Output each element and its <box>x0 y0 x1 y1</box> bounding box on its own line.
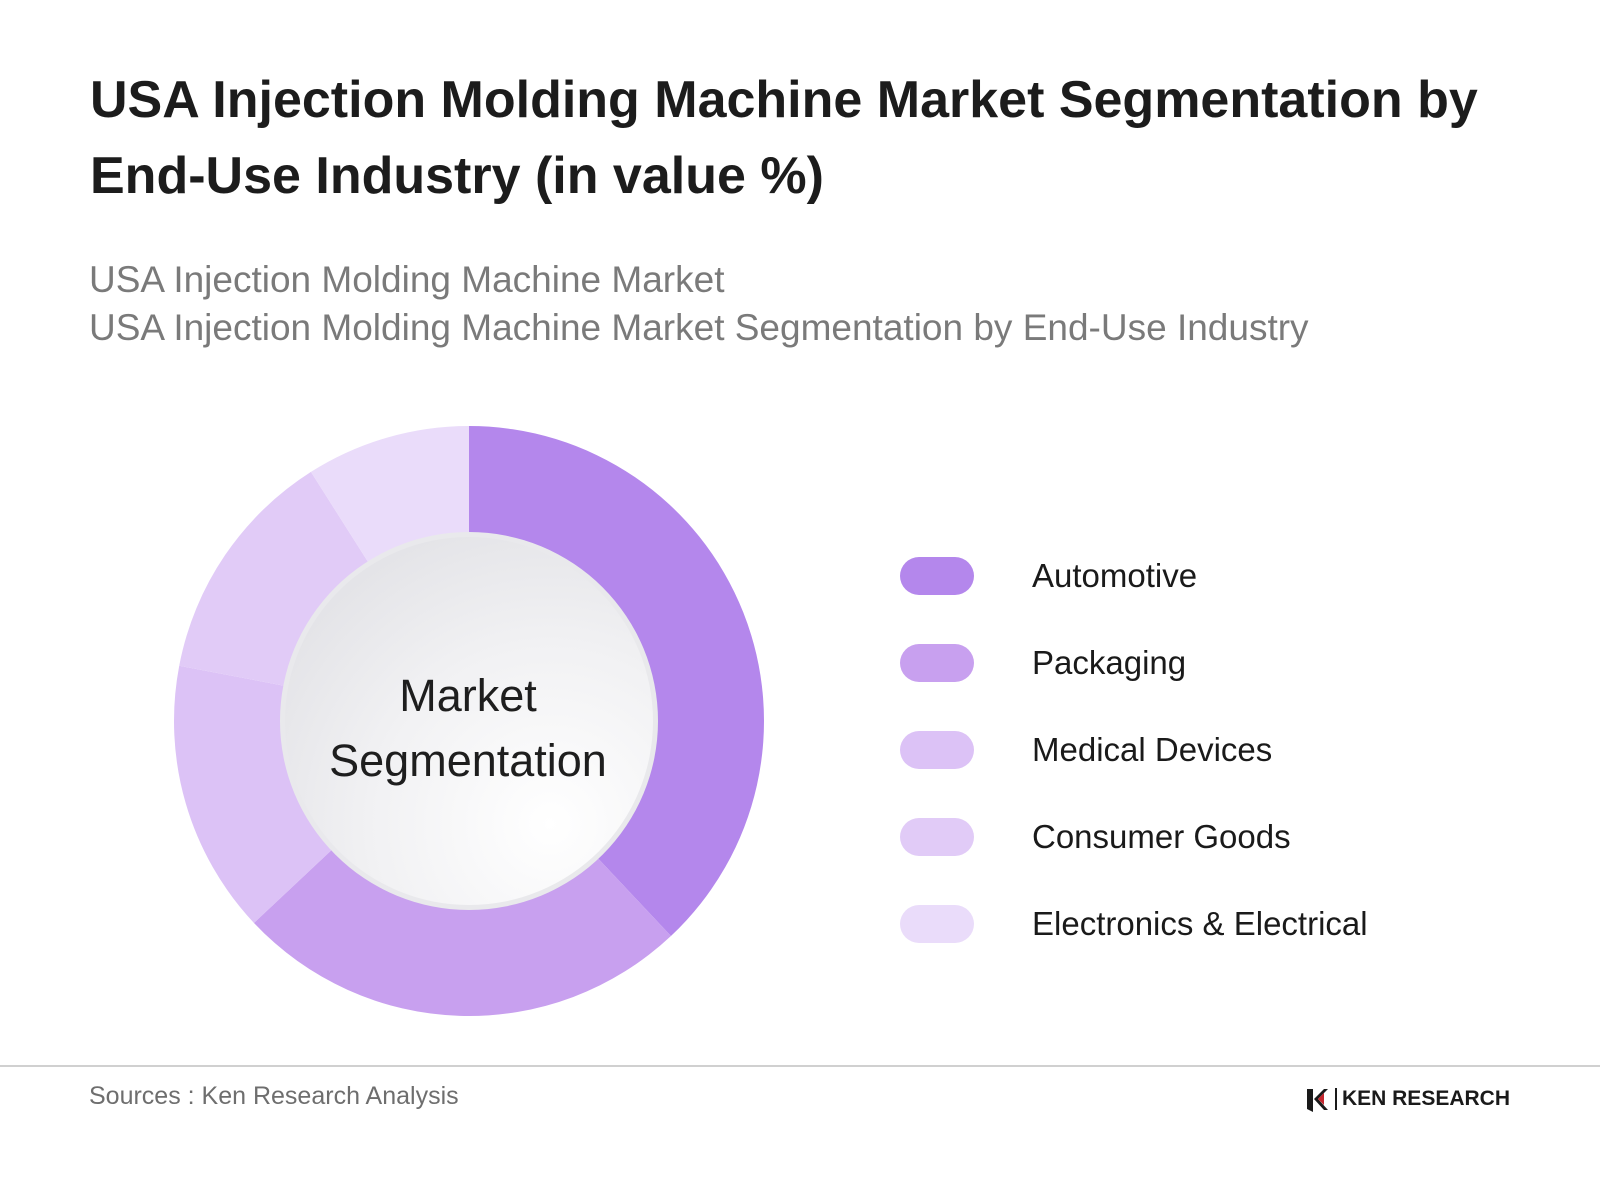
chart-title: USA Injection Molding Machine Market Seg… <box>90 71 1478 205</box>
legend-item-automotive: Automotive <box>900 532 1500 619</box>
legend-label: Electronics & Electrical <box>1032 904 1368 942</box>
center-label-line-1: Market <box>399 670 537 721</box>
legend-swatch <box>900 730 974 769</box>
footer-divider <box>0 1065 1600 1067</box>
legend: Automotive Packaging Medical Devices Consum… <box>900 532 1500 967</box>
legend-item-packaging: Packaging <box>900 619 1500 706</box>
legend-item-medical-devices: Medical Devices <box>900 706 1500 793</box>
legend-item-consumer-goods: Consumer Goods <box>900 793 1500 880</box>
legend-swatch <box>900 817 974 856</box>
ken-research-logo: KEN RESEARCH <box>1305 1086 1510 1112</box>
legend-swatch <box>900 643 974 682</box>
donut-slice-medical-devices <box>174 665 342 923</box>
legend-item-electronics-electrical: Electronics & Electrical <box>900 880 1500 967</box>
legend-swatch <box>900 904 974 943</box>
subtitle-line-1: USA Injection Molding Machine Market <box>89 259 725 300</box>
donut-slice-electronics-electrical <box>310 426 469 574</box>
donut-slice-packaging <box>253 840 671 1016</box>
legend-swatch <box>900 556 974 595</box>
legend-label: Packaging <box>1032 643 1187 681</box>
ken-research-wordmark: KEN RESEARCH <box>1334 1088 1510 1110</box>
center-label-line-2: Segmentation <box>329 735 607 786</box>
legend-label: Medical Devices <box>1032 730 1273 768</box>
donut-slice-consumer-goods <box>179 471 376 689</box>
ken-research-logo-icon <box>1306 1089 1328 1112</box>
chart-subtitle: USA Injection Molding Machine Market USA… <box>89 256 1509 352</box>
subtitle-line-2: USA Injection Molding Machine Market Seg… <box>89 307 1309 348</box>
legend-label: Automotive <box>1032 556 1198 594</box>
source-note: Sources : Ken Research Analysis <box>89 1082 459 1110</box>
donut-center-label: Market Segmentation <box>318 663 618 793</box>
legend-label: Consumer Goods <box>1032 817 1291 855</box>
